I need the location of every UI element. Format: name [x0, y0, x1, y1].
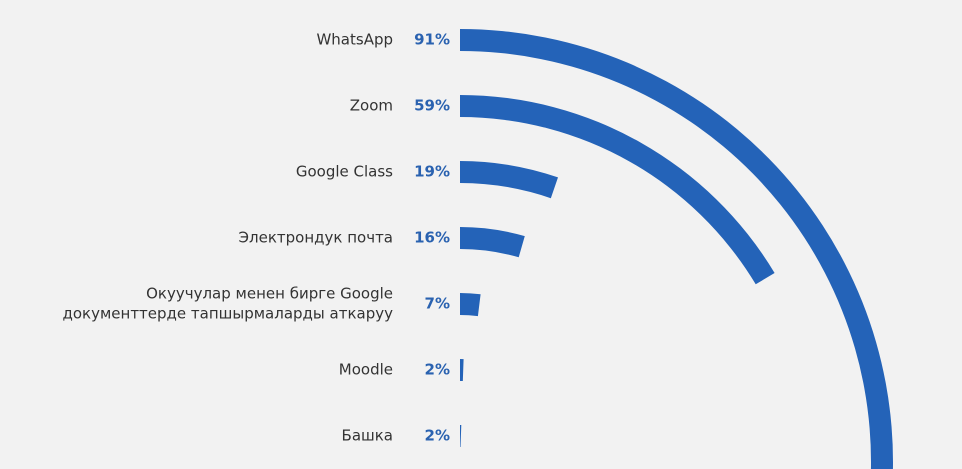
category-label: Башка [342, 427, 393, 445]
value-label: 91% [414, 31, 450, 49]
category-label: WhatsApp [316, 31, 393, 49]
bar [460, 227, 525, 258]
value-label: 19% [414, 163, 450, 181]
bar [460, 293, 481, 317]
category-label: документтерде тапшырмаларды аткаруу [62, 305, 393, 323]
bar [460, 161, 558, 199]
category-label: Электрондук почта [239, 229, 393, 247]
category-label: Google Class [296, 163, 393, 181]
value-label: 7% [425, 295, 450, 313]
category-label: Zoom [350, 97, 393, 115]
bar [460, 95, 775, 285]
value-label: 59% [414, 97, 450, 115]
bar [460, 29, 893, 469]
category-label: Окуучулар менен бирге Google [146, 285, 393, 303]
value-label: 2% [425, 361, 450, 379]
bar [460, 359, 464, 382]
value-label: 2% [425, 427, 450, 445]
category-label: Moodle [339, 361, 393, 379]
bar [460, 425, 462, 448]
value-label: 16% [414, 229, 450, 247]
